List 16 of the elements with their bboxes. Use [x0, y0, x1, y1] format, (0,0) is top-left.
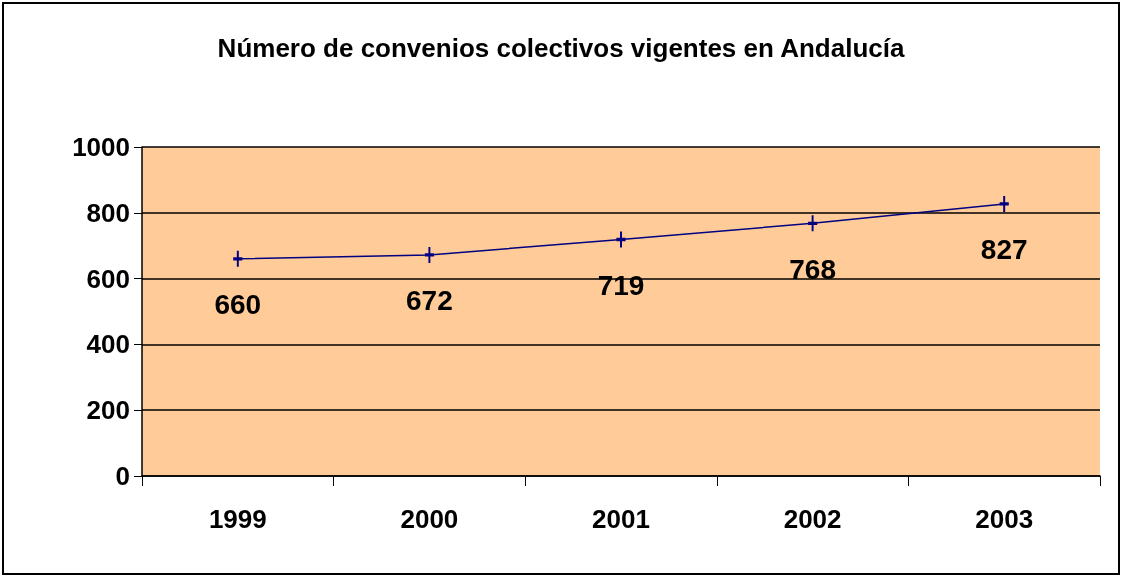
y-tick-label: 600: [86, 263, 130, 294]
y-tick-label: 0: [115, 461, 130, 491]
data-label: 672: [406, 285, 453, 317]
x-tick-label: 2003: [975, 504, 1034, 534]
x-tick-label: 2002: [783, 504, 842, 534]
data-label: 660: [214, 289, 262, 321]
y-tick-label: 200: [86, 395, 130, 426]
x-tick-label: 2000: [400, 504, 459, 534]
data-label: 768: [789, 253, 836, 285]
chart-title: Número de convenios colectivos vigentes en Andalucía: [217, 33, 905, 63]
data-label: 827: [980, 234, 1028, 266]
y-tick-label: 800: [86, 197, 130, 228]
x-tick-label: 2001: [592, 504, 650, 534]
y-tick-label: 400: [86, 329, 130, 360]
x-tick-label: 1999: [208, 504, 267, 534]
y-tick-label: 1000: [72, 132, 130, 162]
